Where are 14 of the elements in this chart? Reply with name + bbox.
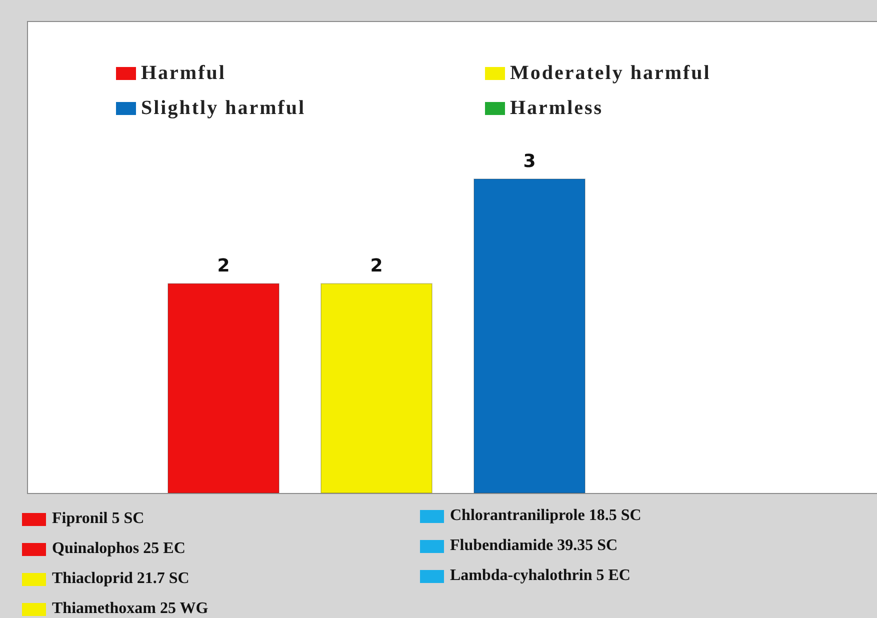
- legend-label: Harmless: [510, 97, 604, 120]
- legend-label: Harmful: [141, 62, 226, 85]
- text: Thiamethoxam 25 WG: [52, 600, 208, 618]
- data-label: 2: [370, 256, 383, 277]
- text: Fipronil 5 SC: [52, 510, 144, 528]
- legend-label: Slightly harmful: [141, 97, 306, 120]
- legend-label: Moderately harmful: [510, 62, 711, 85]
- text: Chlorantraniliprole 18.5 SC: [450, 507, 642, 525]
- text: Thiacloprid 21.7 SC: [52, 570, 190, 588]
- text: Flubendiamide 39.35 SC: [450, 537, 618, 555]
- data-label: 2: [217, 256, 230, 277]
- text: Quinalophos 25 EC: [52, 540, 186, 558]
- data-label: 3: [523, 151, 536, 172]
- text: Lambda-cyhalothrin 5 EC: [450, 567, 630, 585]
